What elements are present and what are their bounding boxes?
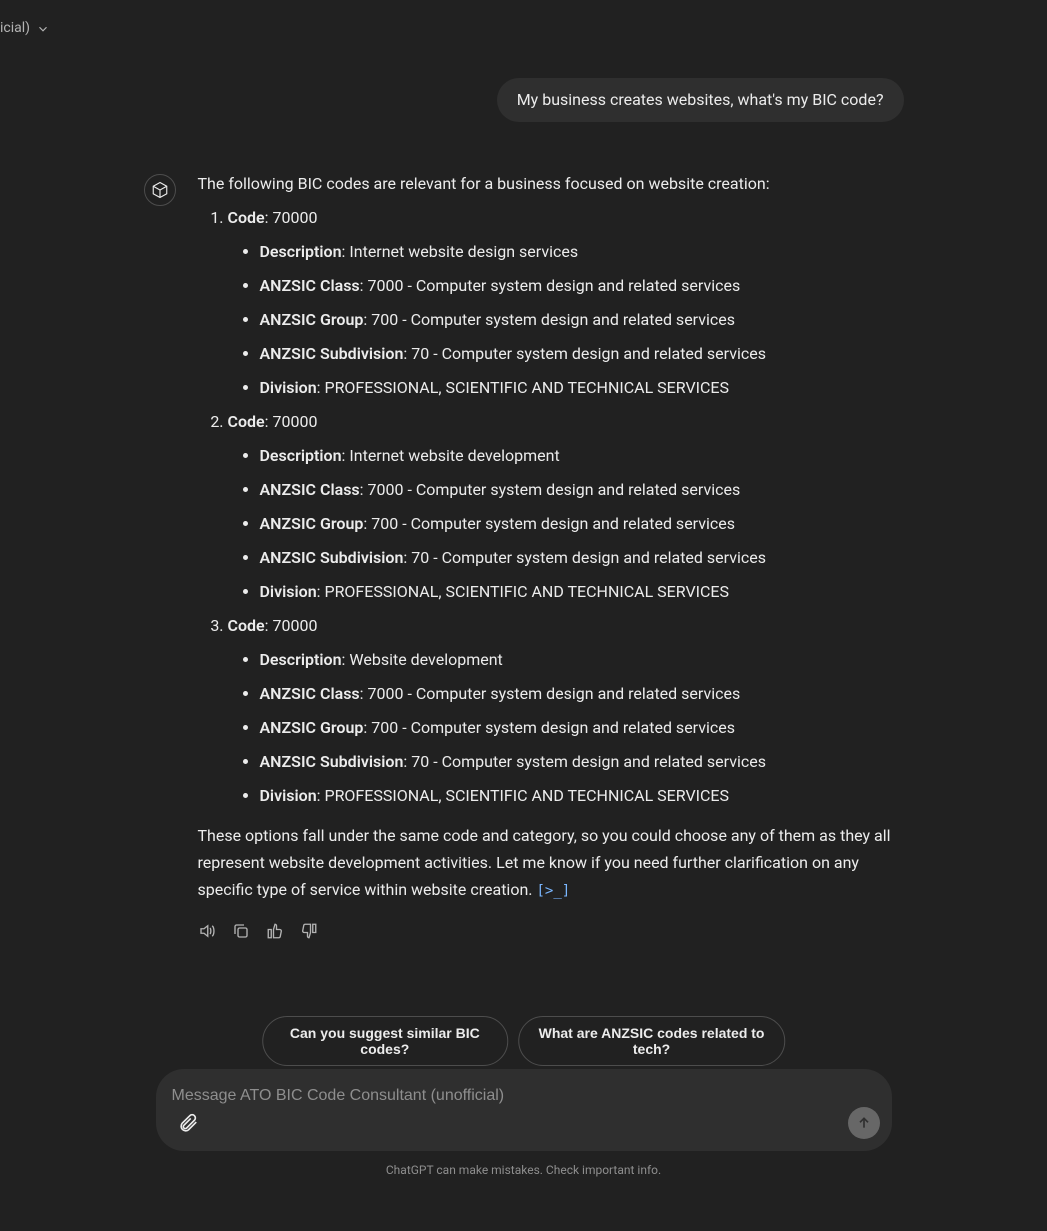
detail-value: : 700 - Computer system design and relat… [363,514,735,533]
chevron-down-icon [36,22,50,36]
code-label: Code [228,616,265,635]
cube-icon [151,181,169,199]
detail-value: : Internet website design services [342,242,579,261]
code-value: : 70000 [265,412,318,431]
detail-value: : 7000 - Computer system design and rela… [360,480,741,499]
speaker-icon[interactable] [198,922,216,940]
thumbs-down-icon[interactable] [300,922,318,940]
detail-label: Description [260,446,342,465]
assistant-avatar [144,174,176,206]
arrow-up-icon [856,1115,872,1131]
disclaimer: ChatGPT can make mistakes. Check importa… [0,1161,1047,1179]
detail-label: Division [260,786,317,805]
detail-value: : 7000 - Computer system design and rela… [360,276,741,295]
detail-value: : PROFESSIONAL, SCIENTIFIC AND TECHNICAL… [317,786,729,805]
code-item: Code: 70000 Description: Internet websit… [228,206,904,400]
detail-value: : 700 - Computer system design and relat… [363,718,735,737]
detail-label: ANZSIC Subdivision [260,548,404,567]
model-title-fragment: icial) [0,18,30,39]
send-button[interactable] [848,1107,880,1139]
detail-label: Division [260,582,317,601]
assistant-intro: The following BIC codes are relevant for… [198,172,904,196]
assistant-message-row: The following BIC codes are relevant for… [144,172,904,940]
detail-label: ANZSIC Class [260,480,360,499]
detail-value: : 70 - Computer system design and relate… [403,548,766,567]
chat-area: My business creates websites, what's my … [144,0,904,940]
user-message: My business creates websites, what's my … [497,78,904,122]
code-details: Description: Website development ANZSIC … [228,648,904,808]
detail-label: ANZSIC Group [260,310,364,329]
code-details: Description: Internet website developmen… [228,444,904,604]
codes-list: Code: 70000 Description: Internet websit… [198,206,904,808]
code-value: : 70000 [265,208,318,227]
assistant-body: The following BIC codes are relevant for… [198,172,904,940]
code-item: Code: 70000 Description: Website develop… [228,614,904,808]
composer [156,1069,892,1151]
thumbs-up-icon[interactable] [266,922,284,940]
detail-value: : 700 - Computer system design and relat… [363,310,735,329]
detail-label: Division [260,378,317,397]
detail-label: ANZSIC Subdivision [260,344,404,363]
message-actions [198,922,904,940]
detail-value: : 7000 - Computer system design and rela… [360,684,741,703]
suggestion-row: Can you suggest similar BIC codes? What … [262,1016,786,1066]
code-value: : 70000 [265,616,318,635]
suggestion-pill[interactable]: Can you suggest similar BIC codes? [262,1016,508,1066]
message-input[interactable] [172,1087,838,1105]
copy-icon[interactable] [232,922,250,940]
detail-label: ANZSIC Group [260,514,364,533]
assistant-outro: These options fall under the same code a… [198,822,904,904]
detail-label: ANZSIC Group [260,718,364,737]
detail-label: ANZSIC Class [260,684,360,703]
suggestion-pill[interactable]: What are ANZSIC codes related to tech? [518,1016,785,1066]
code-item: Code: 70000 Description: Internet websit… [228,410,904,604]
detail-value: : 70 - Computer system design and relate… [403,344,766,363]
detail-label: Description [260,650,342,669]
code-label: Code [228,208,265,227]
paperclip-icon [177,1112,199,1134]
attach-button[interactable] [172,1107,204,1139]
user-message-row: My business creates websites, what's my … [144,78,904,122]
detail-value: : Website development [342,650,503,669]
detail-value: : PROFESSIONAL, SCIENTIFIC AND TECHNICAL… [317,582,729,601]
detail-label: Description [260,242,342,261]
code-details: Description: Internet website design ser… [228,240,904,400]
detail-value: : 70 - Computer system design and relate… [403,752,766,771]
citation-link[interactable]: [>_] [536,883,570,899]
detail-label: ANZSIC Subdivision [260,752,404,771]
detail-value: : Internet website development [342,446,560,465]
model-switcher[interactable]: icial) [0,18,50,39]
detail-label: ANZSIC Class [260,276,360,295]
code-label: Code [228,412,265,431]
detail-value: : PROFESSIONAL, SCIENTIFIC AND TECHNICAL… [317,378,729,397]
